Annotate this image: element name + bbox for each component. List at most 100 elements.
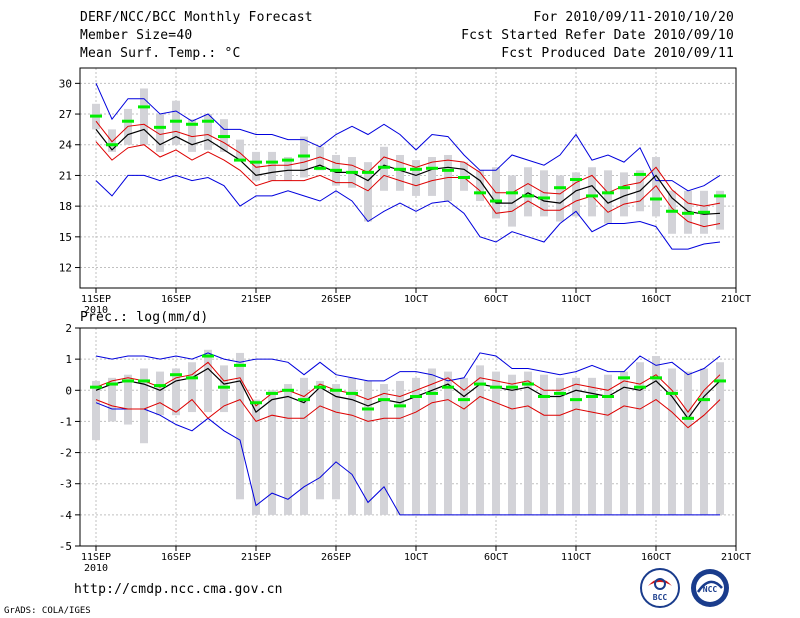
spread-box: [540, 374, 548, 515]
ncc-logo-text: NCC: [703, 585, 718, 594]
min-line: [95, 402, 720, 516]
spread-box: [540, 170, 548, 217]
spread-box: [332, 384, 340, 500]
spread-box: [524, 371, 532, 515]
x-tick-label: 21OCT: [721, 552, 751, 563]
x-tick-label: 6OCT: [484, 552, 508, 563]
spread-box: [556, 175, 564, 222]
precip-variable-label: Prec.: log(mm/d): [80, 310, 209, 325]
spread-box: [156, 371, 164, 416]
forecast-started: Fcst Started Refer Date 2010/09/10: [461, 28, 734, 43]
spread-box: [620, 172, 628, 217]
spread-box: [284, 384, 292, 515]
spread-box: [172, 100, 180, 145]
spread-box: [108, 129, 116, 152]
x-tick-label: 11OCT: [561, 552, 591, 563]
y-tick-label: -1: [59, 415, 72, 428]
spread-box: [252, 399, 260, 515]
x-tick-year-label: 2010: [84, 563, 108, 574]
x-tick-label: 16OCT: [641, 552, 671, 563]
bcc-logo-text: BCC: [653, 593, 668, 602]
spread-box: [380, 146, 388, 191]
y-tick-label: -3: [59, 478, 72, 491]
ensemble-mean-line: [95, 128, 721, 215]
y-tick-label: -5: [59, 540, 72, 553]
spread-box: [684, 371, 692, 515]
spread-box: [508, 374, 516, 515]
forecast-produced: Fcst Produced Date 2010/09/11: [501, 46, 734, 61]
spread-box: [588, 167, 596, 217]
spread-box: [460, 377, 468, 515]
upper-spread-line: [95, 120, 721, 207]
y-tick-label: 12: [59, 262, 72, 275]
spread-box: [156, 114, 164, 152]
spread-box: [124, 374, 132, 425]
spread-box: [476, 365, 484, 515]
spread-box: [444, 371, 452, 515]
ensemble-mean-line: [95, 367, 721, 420]
spread-box: [636, 362, 644, 515]
spread-box: [316, 146, 324, 171]
spread-box: [588, 377, 596, 515]
x-tick-label: 1OCT: [404, 552, 428, 563]
spread-box: [92, 380, 100, 441]
spread-box: [268, 390, 276, 515]
spread-box: [620, 371, 628, 515]
x-tick-label: 11SEP: [81, 294, 111, 305]
x-tick-label: 16SEP: [161, 552, 191, 563]
spread-box: [716, 190, 724, 230]
spread-box: [284, 157, 292, 181]
spread-box: [188, 119, 196, 152]
spread-box: [652, 157, 660, 217]
spread-box: [108, 377, 116, 422]
y-tick-label: 0: [65, 384, 72, 397]
spread-box: [572, 172, 580, 217]
source-url: http://cmdp.ncc.cma.gov.cn: [74, 582, 283, 597]
spread-box: [700, 368, 708, 515]
y-tick-label: 27: [59, 108, 72, 121]
spread-box: [380, 384, 388, 515]
spread-box: [204, 349, 212, 413]
spread-box: [668, 368, 676, 515]
x-tick-label: 26SEP: [321, 552, 351, 563]
spread-box: [268, 151, 276, 181]
spread-box: [396, 154, 404, 191]
member-size: Member Size=40: [80, 28, 193, 43]
spread-box: [572, 377, 580, 515]
ncc-logo: NCC: [691, 569, 729, 607]
lower-spread-line: [95, 141, 721, 228]
spread-box: [220, 365, 228, 413]
max-line: [95, 352, 721, 382]
spread-box: [236, 139, 244, 161]
x-tick-year-label: 2010: [84, 305, 108, 316]
spread-box: [140, 88, 148, 145]
x-tick-label: 11OCT: [561, 294, 591, 305]
spread-box: [140, 368, 148, 444]
spread-box: [492, 371, 500, 515]
x-tick-label: 21SEP: [241, 552, 271, 563]
spread-box: [300, 377, 308, 515]
x-tick-label: 16SEP: [161, 294, 191, 305]
spread-box: [364, 162, 372, 222]
spread-box: [236, 352, 244, 500]
spread-box: [524, 167, 532, 217]
x-tick-label: 26SEP: [321, 294, 351, 305]
y-tick-label: -2: [59, 447, 72, 460]
spread-box: [364, 380, 372, 515]
x-tick-label: 21SEP: [241, 294, 271, 305]
spread-box: [412, 160, 420, 196]
x-tick-label: 6OCT: [484, 294, 508, 305]
y-tick-label: 15: [59, 231, 72, 244]
min-line: [95, 174, 721, 250]
spread-box: [188, 362, 196, 413]
spread-box: [396, 380, 404, 515]
spread-box: [476, 170, 484, 202]
lower-spread-line: [95, 395, 721, 429]
x-tick-label: 16OCT: [641, 294, 671, 305]
spread-box: [316, 380, 324, 500]
y-tick-label: 24: [59, 139, 73, 152]
variable-label: Mean Surf. Temp.: °C: [80, 46, 241, 61]
spread-box: [556, 377, 564, 515]
